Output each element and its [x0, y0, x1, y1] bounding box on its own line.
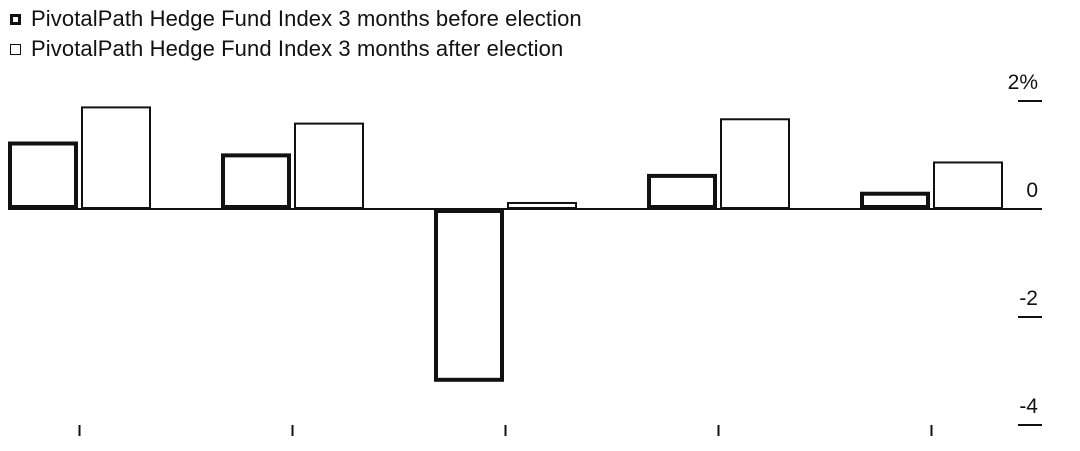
bar-before — [8, 141, 78, 209]
bar-before — [434, 209, 504, 382]
y-tick-label: -2 — [1019, 287, 1038, 310]
bar-after — [294, 122, 364, 209]
legend-swatch-after — [10, 43, 21, 55]
bar-after — [81, 106, 151, 209]
bar-before — [647, 173, 717, 209]
bar-before — [860, 191, 930, 210]
legend-item-before: PivotalPath Hedge Fund Index 3 months be… — [10, 4, 582, 34]
bar-after — [720, 118, 790, 209]
legend-label-before: PivotalPath Hedge Fund Index 3 months be… — [31, 6, 582, 31]
y-tick-label: 0 — [1026, 179, 1038, 202]
legend-item-after: PivotalPath Hedge Fund Index 3 months af… — [10, 34, 582, 64]
bar-after — [507, 201, 577, 209]
y-tick-label: -4 — [1019, 395, 1038, 418]
bar-before — [221, 153, 291, 210]
y-tick-label: 2% — [1008, 71, 1038, 94]
legend-swatch-before — [10, 13, 21, 25]
legend: PivotalPath Hedge Fund Index 3 months be… — [10, 4, 582, 64]
bar-after — [933, 161, 1003, 209]
legend-label-after: PivotalPath Hedge Fund Index 3 months af… — [31, 36, 564, 61]
